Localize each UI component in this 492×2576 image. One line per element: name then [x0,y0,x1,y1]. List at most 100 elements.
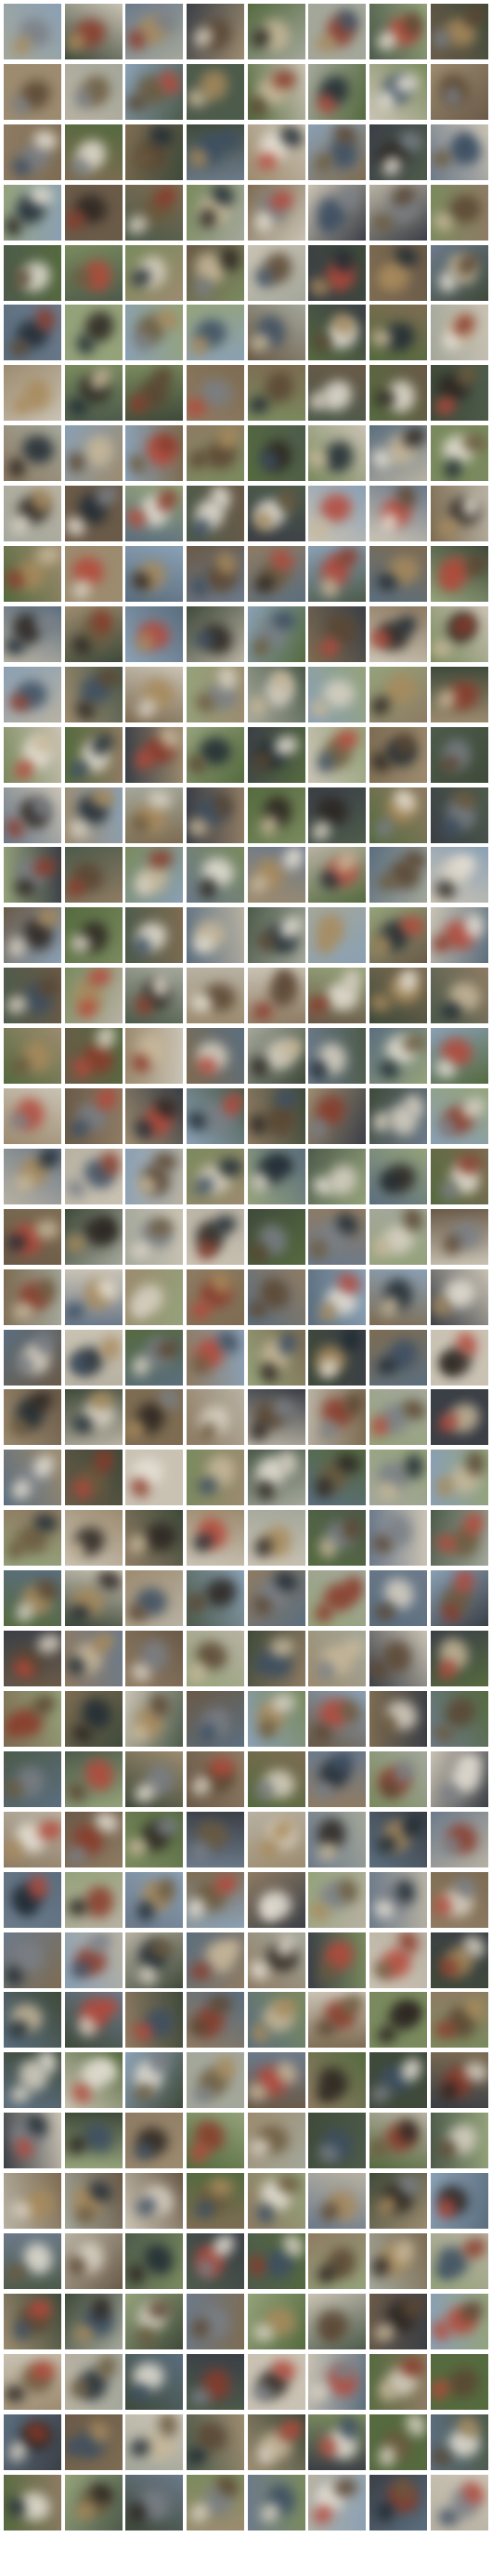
sample-tile-shape [31,734,56,753]
sample-tile [431,2294,488,2349]
sample-tile [369,1269,427,1325]
sample-tile [187,1872,244,1928]
sample-tile [187,1691,244,1747]
sample-tile [308,1269,366,1325]
sample-tile [248,2294,305,2349]
sample-tile [369,1389,427,1445]
sample-tile-shape [142,1520,179,1555]
sample-tile [248,1330,305,1386]
sample-tile [248,2414,305,2470]
sample-tile [187,2414,244,2470]
sample-tile [431,1269,488,1325]
sample-tile [431,667,488,722]
sample-tile [248,124,305,180]
sample-tile [369,2173,427,2229]
sample-tile [65,245,123,301]
sample-tile [248,4,305,59]
sample-tile [4,787,61,843]
sample-tile-shape [440,1179,458,1201]
sample-tile [125,2475,183,2530]
sample-tile [4,1330,61,1386]
sample-tile [125,1209,183,1265]
sample-tile [431,1992,488,2048]
sample-tile [431,2475,488,2530]
sample-tile [431,847,488,903]
sample-tile [4,1992,61,2048]
sample-tile [187,1330,244,1386]
sample-tile [369,546,427,602]
sample-tile-shape [199,878,216,900]
sample-tile-shape [332,2477,359,2498]
sample-tile [308,2414,366,2470]
sample-tile [369,1088,427,1144]
sample-tile [369,1812,427,1867]
sample-tile [248,2113,305,2168]
sample-tile [4,847,61,903]
sample-tile [125,1450,183,1505]
sample-tile [125,2414,183,2470]
sample-tile [4,1450,61,1505]
sample-tile [187,1389,244,1445]
sample-tile [431,1751,488,1807]
sample-tile [65,2113,123,2168]
sample-tile-shape [373,1237,390,1257]
sample-tile-shape [83,434,114,469]
sample-tile [308,968,366,1023]
sample-tile [4,2354,61,2410]
sample-tile [369,1209,427,1265]
sample-tile-shape [271,70,297,90]
sample-tile [308,1570,366,1626]
sample-tile-shape [65,1234,86,1254]
sample-tile [65,907,123,963]
sample-tile [65,425,123,481]
sample-tile [187,1812,244,1867]
sample-tile [4,1932,61,1988]
sample-tile [187,1209,244,1265]
sample-tile [431,1330,488,1386]
sample-tile [308,185,366,241]
sample-tile [248,1992,305,2048]
sample-tile-shape [35,1220,59,1239]
sample-tile-shape [402,1034,427,1054]
sample-tile [125,2294,183,2349]
sample-tile-shape [278,1331,298,1356]
sample-tile [187,1028,244,1084]
sample-tile-shape [37,1278,56,1302]
sample-tile [187,1751,244,1807]
sample-tile [4,4,61,59]
sample-tile [65,305,123,360]
sample-tile [369,2294,427,2349]
sample-tile [248,365,305,421]
sample-tile-shape [370,1416,388,1438]
sample-tile [248,185,305,241]
sample-tile [248,1570,305,1626]
sample-tile-shape [154,1815,181,1837]
sample-tile [187,486,244,541]
sample-tile [431,1510,488,1566]
sample-tile [65,1691,123,1747]
sample-tile [431,365,488,421]
sample-tile-shape [126,452,149,477]
sample-tile [308,2233,366,2289]
sample-tile [187,124,244,180]
sample-tile-shape [67,451,85,474]
sample-tile [248,1691,305,1747]
sample-tile [248,1510,305,1566]
sample-tile-shape [95,1570,123,1594]
sample-tile-shape [404,1454,423,1479]
sample-tile-shape [251,1242,267,1263]
sample-tile [187,2475,244,2530]
sample-tile [125,1510,183,1566]
sample-tile [4,1751,61,1807]
sample-tile [125,4,183,59]
sample-tile-shape [129,2502,146,2522]
sample-tile [431,1209,488,1265]
sample-tile [369,667,427,722]
sample-tile-shape [439,573,460,592]
sample-tile [369,305,427,360]
sample-tile [431,305,488,360]
sample-tile [308,907,366,963]
sample-tile [308,1450,366,1505]
sample-tile [125,64,183,120]
sample-tile [65,1389,123,1445]
